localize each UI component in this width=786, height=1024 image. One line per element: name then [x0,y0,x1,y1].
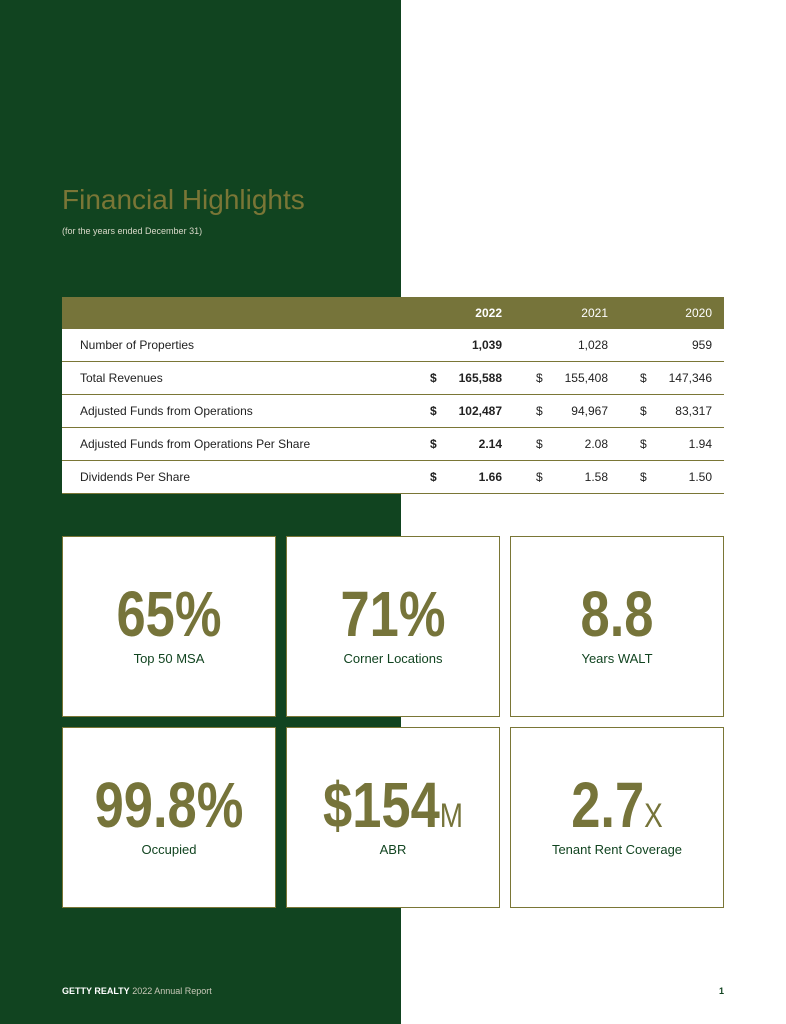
stat-card: 71% Corner Locations [286,536,500,717]
stat-suffix: M [439,797,463,835]
stat-suffix: X [644,797,663,835]
stat-value: 99.8% [82,768,256,842]
footer-text: 2022 Annual Report [132,986,212,996]
row-label: Total Revenues [80,371,163,385]
cell-value: 1.58 [584,470,608,484]
row-label: Adjusted Funds from Operations [80,404,253,418]
cell-value: 2.08 [584,437,608,451]
cell-value: 94,967 [571,404,608,418]
cell-value: 83,317 [675,404,712,418]
stat-label: Top 50 MSA [133,651,205,666]
cell-value: 1.66 [478,470,502,484]
subtitle: (for the years ended December 31) [62,226,203,236]
currency: $ [430,371,437,385]
table-row: Total Revenues $165,588 $155,408 $147,346 [62,362,724,395]
currency: $ [536,437,543,451]
stat-number: 71% [340,578,446,650]
currency: $ [430,437,437,451]
stat-card: 8.8 Years WALT [510,536,724,717]
row-label: Adjusted Funds from Operations Per Share [80,437,311,451]
table-row: Dividends Per Share $1.66 $1.58 $1.50 [62,461,724,494]
cell-value: 1,028 [577,338,608,352]
stat-number: $154 [323,769,440,841]
cell-value: 2.14 [478,437,502,451]
stat-value: 8.8 [530,577,704,651]
stat-label: Tenant Rent Coverage [551,842,683,857]
cell-value: 165,588 [458,371,502,385]
column-header: 2020 [685,306,712,320]
stat-number: 99.8% [94,769,244,841]
stat-number: 65% [116,578,222,650]
currency: $ [640,437,647,451]
stat-card: $154M ABR [286,727,500,908]
stat-value: 2.7X [530,768,704,842]
table-row: Adjusted Funds from Operations $102,487 $9… [62,395,724,428]
cell-value: 959 [691,338,712,352]
cell-value: 147,346 [668,371,712,385]
currency: $ [536,371,543,385]
stat-card: 2.7X Tenant Rent Coverage [510,727,724,908]
stat-label: ABR [379,842,407,857]
footer: GETTY REALTY 2022 Annual Report [62,986,212,996]
stat-number: 8.8 [580,578,654,650]
cell-value: 1.50 [688,470,712,484]
page-number: 1 [718,986,724,996]
stat-label: Occupied [141,842,197,857]
cell-value: 1.94 [688,437,712,451]
currency: $ [640,470,647,484]
cell-value: 102,487 [458,404,502,418]
table-row: Adjusted Funds from Operations Per Share… [62,428,724,461]
stat-value: 65% [82,577,256,651]
cell-value: 1,039 [471,338,502,352]
column-header: 2022 [475,306,502,320]
currency: $ [536,404,543,418]
column-header: 2021 [581,306,608,320]
currency: $ [640,371,647,385]
currency: $ [430,470,437,484]
stat-label: Years WALT [581,651,653,666]
stat-value: 71% [306,577,480,651]
currency: $ [640,404,647,418]
stat-label: Corner Locations [343,651,443,666]
cell-value: 155,408 [564,371,608,385]
stat-card: 99.8% Occupied [62,727,276,908]
title: Financial Highlights [62,184,305,215]
currency: $ [536,470,543,484]
table-row: Number of Properties 1,039 1,028 959 [62,329,724,362]
currency: $ [430,404,437,418]
table: 2022 2021 2020 Number of Properties 1,039 1,0… [62,297,724,494]
row-label: Number of Properties [80,338,195,352]
stat-card: 65% Top 50 MSA [62,536,276,717]
brand: GETTY REALTY [62,986,130,996]
stat-number: 2.7 [571,769,645,841]
row-label: Dividends Per Share [80,470,191,484]
table-header: 2022 2021 2020 [62,297,724,329]
stat-value: $154M [306,768,480,842]
